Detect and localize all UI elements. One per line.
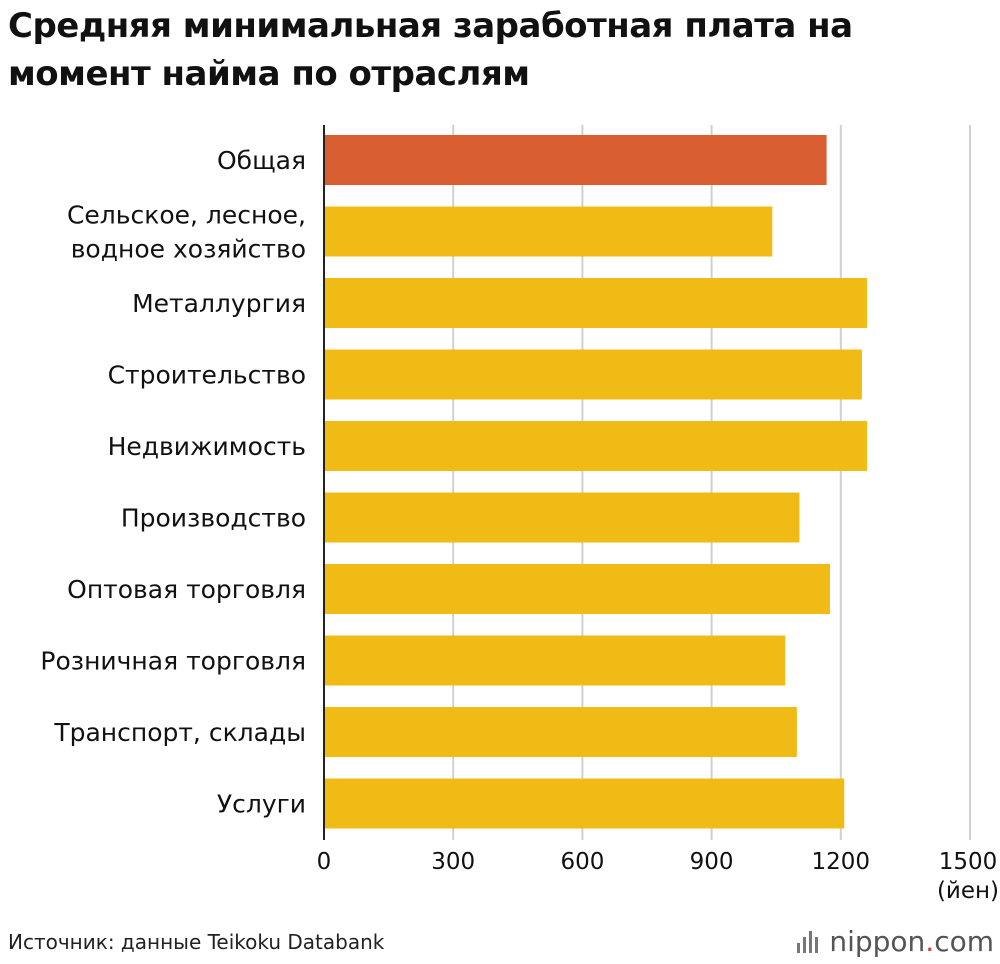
category-label-line: Оптовая торговля <box>67 575 306 604</box>
logo-dot: . <box>925 924 935 958</box>
x-tick-label-5: 1500 <box>939 849 998 875</box>
x-tick-labels: 0 300 600 900 1200 1500 (йен) <box>317 849 999 904</box>
bar-7 <box>324 635 786 686</box>
category-label-line: Производство <box>121 504 306 533</box>
category-label-8: Транспорт, склады <box>53 718 306 747</box>
bar-chart: Общая Сельское, лесное, водное хозяйство Ме… <box>40 125 999 904</box>
category-label-9: Услуги <box>217 790 306 819</box>
category-label-3: Строительство <box>108 361 306 390</box>
bar-3 <box>324 349 862 400</box>
bars <box>324 135 868 829</box>
category-label-1: Сельское, лесное, водное хозяйство <box>67 201 306 264</box>
category-label-line: Недвижимость <box>108 432 306 461</box>
category-label-line: водное хозяйство <box>71 235 306 264</box>
category-label-0: Общая <box>217 146 306 175</box>
category-label-line: Строительство <box>108 361 306 390</box>
category-label-5: Производство <box>121 504 306 533</box>
category-label-line: Услуги <box>217 790 306 819</box>
x-tick-label-4: 1200 <box>812 849 871 875</box>
x-tick-label-1: 300 <box>431 849 475 875</box>
bar-2 <box>324 278 868 328</box>
category-labels: Общая Сельское, лесное, водное хозяйство Ме… <box>40 146 306 819</box>
category-label-line: Металлургия <box>132 289 306 318</box>
x-tick-label-2: 600 <box>560 849 604 875</box>
category-label-2: Металлургия <box>132 289 306 318</box>
logo-mark-icon <box>797 929 821 953</box>
bar-1 <box>324 206 773 257</box>
bar-8 <box>324 707 797 757</box>
category-label-line: Транспорт, склады <box>53 718 306 747</box>
bar-9 <box>324 778 845 829</box>
chart-title: Средняя минимальная заработная плата на … <box>8 6 853 94</box>
bar-5 <box>324 492 800 543</box>
category-label-line: Сельское, лесное, <box>67 201 306 230</box>
category-label-7: Розничная торговля <box>40 647 306 676</box>
category-label-4: Недвижимость <box>108 432 306 461</box>
logo-name: nippon <box>829 924 926 958</box>
logo-suffix: com <box>934 924 994 958</box>
bar-0 <box>324 135 827 185</box>
bar-6 <box>324 564 831 614</box>
category-label-line: Розничная торговля <box>40 647 306 676</box>
x-unit-label: (йен) <box>937 878 999 904</box>
x-tick-label-3: 900 <box>690 849 734 875</box>
nippon-logo: nippon. com <box>797 924 994 958</box>
bar-4 <box>324 421 868 471</box>
source-note: Источник: данные Teikoku Databank <box>8 930 385 954</box>
x-tick-label-0: 0 <box>317 849 332 875</box>
category-label-line: Общая <box>217 146 306 175</box>
category-label-6: Оптовая торговля <box>67 575 306 604</box>
